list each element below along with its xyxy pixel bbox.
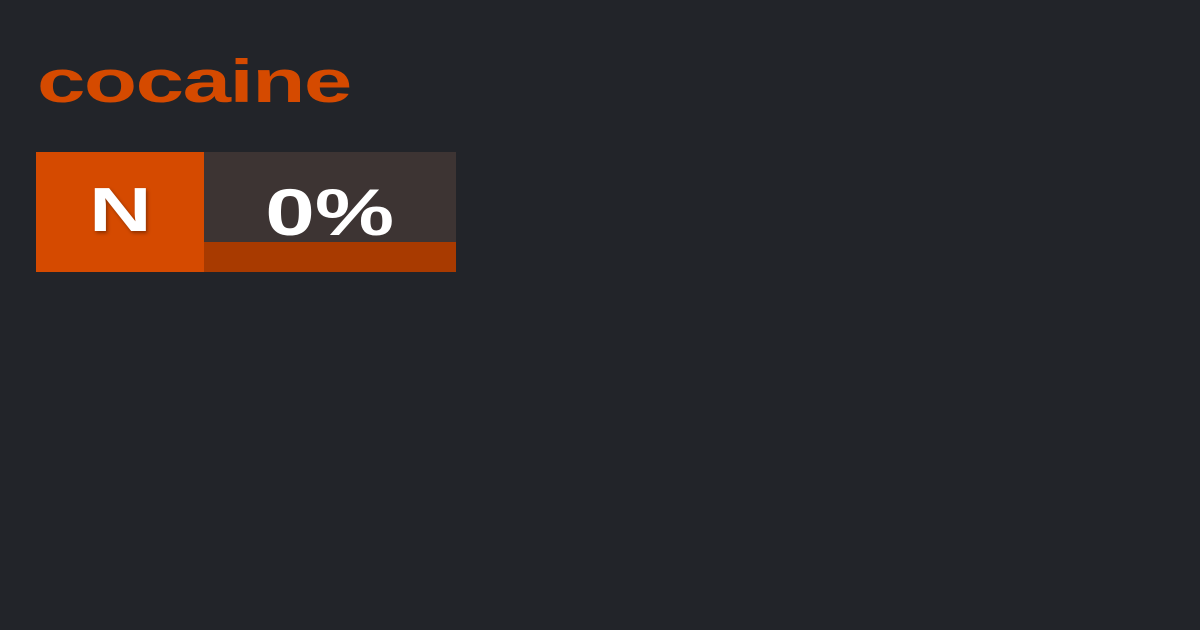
score-percentage: 0%: [265, 175, 395, 249]
grade-letter: N: [88, 175, 152, 245]
score-bar: [204, 242, 456, 272]
score-panel: 0%: [204, 152, 456, 272]
package-title: cocaine: [37, 48, 352, 115]
grade-badge: N: [36, 152, 204, 272]
score-card: N 0%: [36, 152, 456, 272]
